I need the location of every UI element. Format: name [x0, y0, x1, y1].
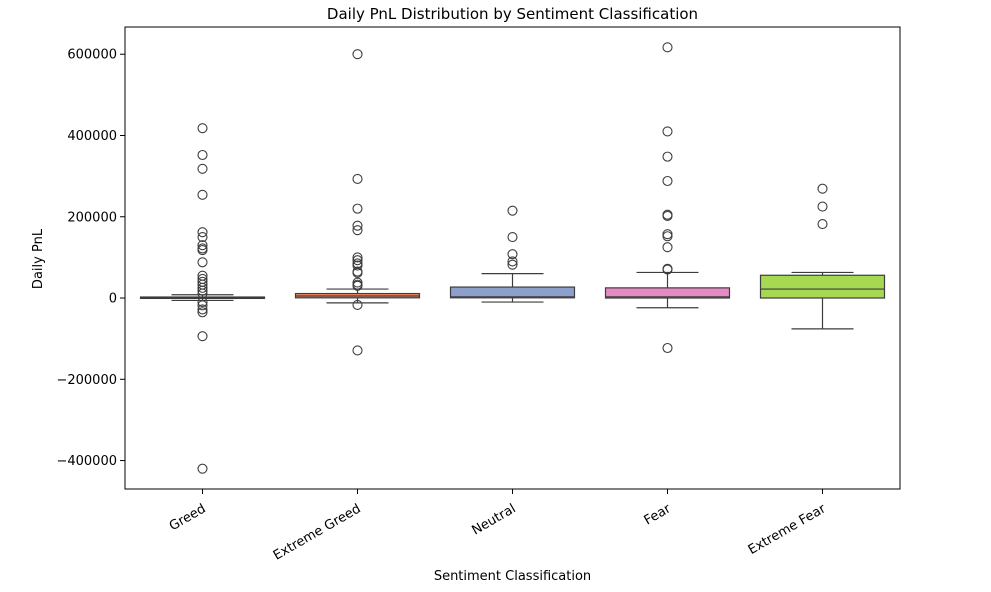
x-tick-label: Extreme Greed	[271, 501, 364, 563]
outlier-point	[352, 49, 363, 60]
outlier-point	[507, 259, 518, 270]
outlier-point	[817, 183, 828, 194]
outlier-point	[507, 205, 518, 216]
x-axis-label: Sentiment Classification	[434, 569, 591, 584]
iqr-box	[449, 286, 576, 299]
outlier-point	[817, 219, 828, 230]
outlier-point	[197, 285, 208, 296]
box-fear	[604, 42, 731, 354]
box-extreme-greed	[294, 49, 421, 356]
iqr-box	[604, 287, 731, 299]
outlier-point	[352, 267, 363, 278]
outlier-point	[662, 242, 673, 253]
outlier-point	[507, 249, 518, 260]
outlier-point	[197, 232, 208, 243]
outlier-point	[197, 297, 208, 308]
box-neutral	[449, 205, 576, 303]
outlier-point	[197, 245, 208, 256]
outlier-point	[662, 229, 673, 240]
plot-area-frame	[124, 26, 901, 490]
outlier-point	[352, 203, 363, 214]
outlier-point	[662, 264, 673, 275]
outlier-point	[352, 252, 363, 263]
box-series	[139, 42, 886, 474]
outlier-point	[352, 299, 363, 310]
outlier-point	[197, 307, 208, 318]
y-tick-label: −200000	[56, 373, 117, 388]
outlier-point	[197, 227, 208, 238]
x-axis-ticks: Greed Extreme Greed Neutral Fear Extreme Fea…	[167, 489, 829, 564]
outlier-point	[662, 342, 673, 354]
y-tick-label: 200000	[67, 210, 117, 225]
outlier-point	[197, 189, 208, 200]
outlier-point	[662, 151, 673, 162]
box-extreme-fear	[759, 183, 886, 330]
outlier-point	[352, 260, 363, 271]
outlier-point	[352, 345, 363, 356]
iqr-box	[759, 274, 886, 299]
box-greed	[139, 123, 266, 474]
outlier-point	[662, 42, 673, 53]
chart-title: Daily PnL Distribution by Sentiment Clas…	[327, 5, 698, 23]
y-axis-ticks: −400000 −200000 0 200000 400000 600000	[56, 48, 125, 469]
outlier-point	[197, 123, 208, 134]
outlier-point	[197, 282, 208, 293]
outlier-point	[662, 175, 673, 187]
outlier-point	[197, 304, 208, 315]
outlier-point	[817, 201, 828, 212]
outlier-point	[507, 256, 518, 267]
y-tick-label: 400000	[67, 129, 117, 144]
outlier-point	[662, 126, 673, 137]
y-tick-label: −400000	[56, 454, 117, 469]
outlier-point	[352, 173, 363, 185]
outlier-point	[197, 257, 208, 268]
x-tick-label: Neutral	[469, 501, 518, 538]
outlier-point	[662, 231, 673, 242]
outlier-point	[197, 331, 208, 342]
y-tick-label: 600000	[67, 48, 117, 63]
outlier-point	[352, 225, 363, 236]
outlier-point	[197, 149, 208, 161]
outlier-point	[352, 220, 363, 231]
outlier-point	[352, 255, 363, 266]
x-tick-label: Fear	[642, 501, 674, 528]
y-axis-label: Daily PnL	[31, 228, 46, 289]
x-tick-label: Greed	[167, 501, 209, 534]
outlier-point	[507, 232, 518, 243]
y-tick-label: 0	[109, 292, 117, 307]
outlier-point	[197, 240, 208, 251]
outlier-point	[197, 300, 208, 311]
outlier-point	[197, 163, 208, 174]
outlier-point	[662, 210, 673, 221]
x-tick-label: Extreme Fear	[746, 501, 829, 558]
outlier-point	[352, 280, 363, 291]
outlier-point	[197, 463, 208, 474]
